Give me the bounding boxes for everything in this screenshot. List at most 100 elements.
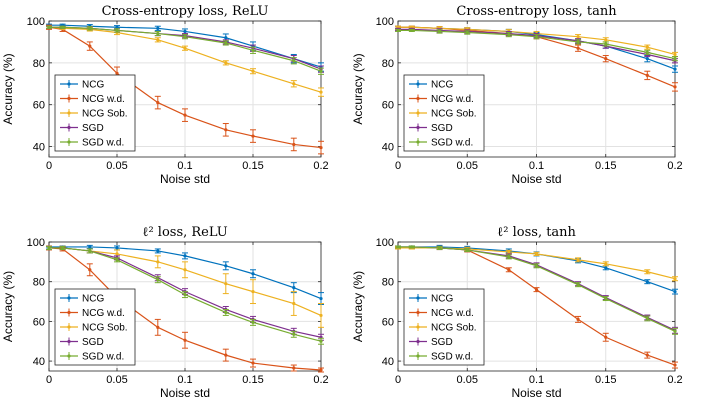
data-point xyxy=(183,338,187,342)
y-axis-label: Accuracy (%) xyxy=(351,53,365,124)
legend-swatch-marker xyxy=(67,125,71,130)
legend-label: SGD xyxy=(82,337,104,348)
legend-swatch-marker xyxy=(416,310,420,315)
legend-label: NCG w.d. xyxy=(82,94,125,105)
y-tick-label: 80 xyxy=(33,277,45,289)
x-tick-label: 0.1 xyxy=(177,160,192,172)
series-line xyxy=(49,26,322,72)
legend-label: NCG w.d. xyxy=(82,308,125,319)
legend-label: NCG xyxy=(82,80,104,91)
data-point xyxy=(604,57,608,61)
data-point xyxy=(507,33,511,37)
data-point xyxy=(183,292,187,297)
data-point xyxy=(251,320,255,324)
data-point xyxy=(604,296,608,301)
data-point xyxy=(292,142,296,147)
data-point xyxy=(224,36,228,40)
legend-swatch-marker xyxy=(416,140,420,144)
legend-label: SGD w.d. xyxy=(82,352,124,363)
data-point xyxy=(534,35,539,39)
legend-swatch-marker xyxy=(416,96,420,101)
data-point xyxy=(156,278,160,282)
data-point xyxy=(156,38,160,42)
x-tick-label: 0.2 xyxy=(667,374,682,386)
legend-label: NCG w.d. xyxy=(431,94,474,105)
legend-entry: NCG xyxy=(409,294,453,305)
data-point xyxy=(61,246,65,250)
y-tick-label: 80 xyxy=(33,58,45,70)
legend-entry: NCG w.d. xyxy=(409,94,474,105)
legend-entry: SGD w.d. xyxy=(60,138,124,149)
legend-entry: SGD xyxy=(409,123,453,134)
x-tick-label: 0.05 xyxy=(106,374,127,386)
x-tick-label: 0.15 xyxy=(242,374,263,386)
data-point xyxy=(645,50,649,54)
data-point xyxy=(507,255,511,259)
data-point xyxy=(673,57,677,61)
x-tick-label: 0.1 xyxy=(529,374,544,386)
data-point xyxy=(507,250,511,254)
legend-swatch-marker xyxy=(416,339,420,344)
data-point xyxy=(88,268,92,272)
legend-label: SGD xyxy=(82,123,104,134)
data-point xyxy=(292,59,296,63)
data-point xyxy=(673,277,677,281)
legend-entry: SGD w.d. xyxy=(409,352,473,363)
legend-label: NCG Sob. xyxy=(82,109,128,120)
y-tick-label: 60 xyxy=(382,100,394,112)
data-point xyxy=(183,268,187,272)
x-axis-label: Noise std xyxy=(160,386,210,400)
data-point xyxy=(645,316,649,321)
data-point xyxy=(465,248,469,252)
data-point xyxy=(319,313,323,318)
y-axis-label: Accuracy (%) xyxy=(1,53,15,124)
data-point xyxy=(604,38,608,42)
series-sgd-w-d- xyxy=(46,245,324,345)
data-point xyxy=(224,353,228,357)
data-point xyxy=(47,246,51,250)
data-point xyxy=(645,353,649,357)
x-tick-label: 0 xyxy=(395,374,401,386)
data-point xyxy=(645,45,649,49)
data-point xyxy=(576,46,580,50)
legend: NCG NCG w.d. NCG Sob. SGD SGD w.d. xyxy=(403,288,485,366)
legend-swatch-marker xyxy=(67,111,71,115)
data-point xyxy=(88,44,92,48)
legend-swatch-marker xyxy=(67,296,71,300)
legend-label: SGD w.d. xyxy=(82,138,124,149)
data-point xyxy=(115,246,119,250)
data-point xyxy=(156,260,160,264)
series-line xyxy=(48,26,322,149)
data-point xyxy=(319,145,323,150)
legend-entry: NCG Sob. xyxy=(409,323,477,334)
data-point xyxy=(576,317,580,321)
legend-entry: SGD xyxy=(60,337,104,348)
legend: NCG NCG w.d. NCG Sob. SGD SGD w.d. xyxy=(54,74,136,152)
data-point xyxy=(292,366,296,370)
data-point xyxy=(61,25,65,29)
x-tick-label: 0 xyxy=(46,374,52,386)
chart-title: Cross-entropy loss, ReLU xyxy=(102,4,269,19)
legend-swatch-marker xyxy=(416,296,420,300)
data-point xyxy=(604,266,608,270)
data-point xyxy=(673,329,677,333)
legend-label: NCG Sob. xyxy=(431,109,477,120)
y-axis-label: Accuracy (%) xyxy=(1,271,15,342)
data-point xyxy=(292,82,296,86)
x-tick-label: 0.1 xyxy=(529,160,544,172)
x-tick-label: 0 xyxy=(395,160,401,172)
data-point xyxy=(115,258,119,262)
data-point xyxy=(251,69,255,73)
legend-label: NCG Sob. xyxy=(431,323,477,334)
legend-swatch-marker xyxy=(416,82,420,86)
data-point xyxy=(576,283,580,287)
legend-swatch-marker xyxy=(67,140,71,144)
legend-entry: SGD w.d. xyxy=(409,138,473,149)
x-tick-label: 0.05 xyxy=(457,374,478,386)
x-tick-label: 0 xyxy=(46,160,52,172)
legend-entry: NCG w.d. xyxy=(60,308,125,319)
data-point xyxy=(534,288,539,292)
data-point xyxy=(534,264,539,268)
data-point xyxy=(319,69,323,73)
data-point xyxy=(437,29,442,34)
